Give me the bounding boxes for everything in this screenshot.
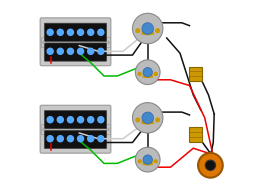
Circle shape	[47, 136, 53, 142]
Circle shape	[88, 117, 94, 123]
Circle shape	[47, 48, 53, 54]
Bar	[189, 66, 202, 81]
Circle shape	[88, 136, 94, 142]
Circle shape	[198, 153, 223, 178]
Circle shape	[57, 136, 63, 142]
Circle shape	[142, 23, 153, 34]
Bar	[41, 37, 45, 47]
Bar	[41, 124, 45, 134]
Circle shape	[57, 117, 63, 123]
FancyBboxPatch shape	[40, 105, 111, 153]
Circle shape	[135, 60, 160, 85]
FancyBboxPatch shape	[44, 111, 107, 129]
Circle shape	[98, 136, 104, 142]
Circle shape	[47, 117, 53, 123]
Circle shape	[132, 103, 163, 133]
Circle shape	[146, 120, 149, 124]
Circle shape	[143, 155, 152, 164]
Circle shape	[156, 118, 159, 122]
Circle shape	[67, 29, 73, 35]
Circle shape	[78, 29, 83, 35]
Circle shape	[67, 136, 73, 142]
FancyBboxPatch shape	[44, 23, 107, 41]
Circle shape	[88, 48, 94, 54]
Circle shape	[135, 147, 160, 172]
Circle shape	[156, 29, 159, 32]
Circle shape	[88, 29, 94, 35]
Circle shape	[146, 162, 149, 165]
Circle shape	[136, 118, 140, 122]
Circle shape	[98, 29, 104, 35]
Circle shape	[67, 48, 73, 54]
Bar	[189, 127, 202, 142]
Circle shape	[78, 117, 83, 123]
Bar	[106, 124, 111, 134]
Circle shape	[98, 48, 104, 54]
Circle shape	[146, 74, 149, 77]
Circle shape	[67, 117, 73, 123]
Circle shape	[154, 72, 157, 75]
Circle shape	[57, 29, 63, 35]
Circle shape	[57, 48, 63, 54]
Circle shape	[146, 31, 149, 35]
FancyBboxPatch shape	[44, 43, 107, 61]
Circle shape	[47, 29, 53, 35]
Circle shape	[138, 72, 141, 75]
Circle shape	[143, 67, 152, 77]
Bar	[106, 37, 111, 47]
Circle shape	[136, 29, 140, 32]
Circle shape	[154, 160, 157, 163]
Circle shape	[142, 112, 153, 124]
Circle shape	[78, 136, 83, 142]
Circle shape	[132, 13, 163, 44]
Circle shape	[78, 48, 83, 54]
FancyBboxPatch shape	[40, 18, 111, 66]
Circle shape	[205, 160, 216, 170]
FancyBboxPatch shape	[44, 130, 107, 149]
Circle shape	[138, 160, 141, 163]
Circle shape	[98, 117, 104, 123]
